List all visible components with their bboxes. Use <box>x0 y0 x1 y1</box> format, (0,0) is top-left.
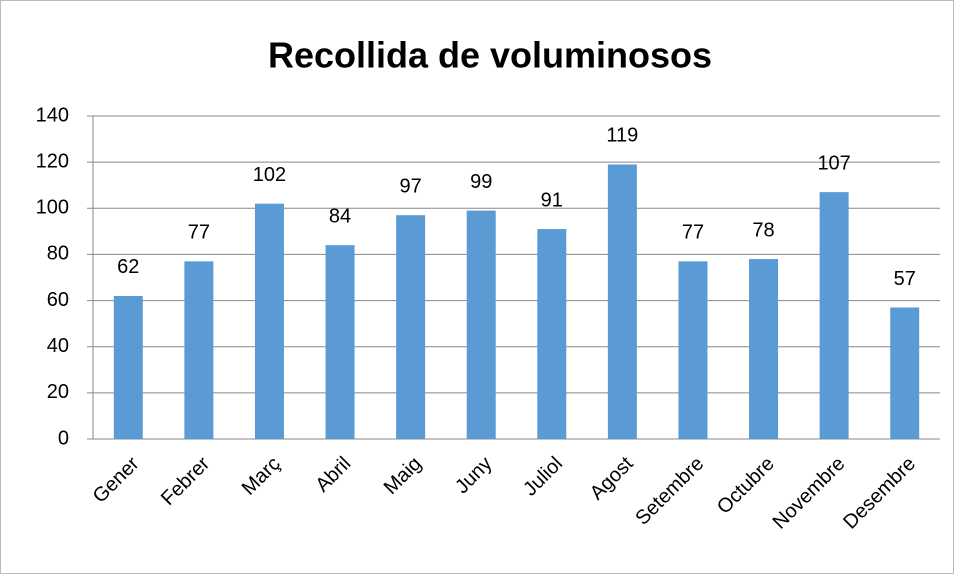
y-tick-label: 40 <box>47 335 69 357</box>
bar <box>466 210 496 439</box>
data-label: 97 <box>400 175 422 197</box>
chart-title: Recollida de voluminosos <box>268 35 712 76</box>
bar <box>607 164 637 439</box>
y-tick-label: 120 <box>36 150 69 172</box>
data-label: 77 <box>188 222 210 244</box>
bar <box>678 261 708 439</box>
data-label: 102 <box>253 164 286 186</box>
data-label: 107 <box>817 152 850 174</box>
bar <box>325 245 355 439</box>
y-tick-label: 100 <box>36 197 69 219</box>
bar <box>819 192 849 439</box>
data-label: 99 <box>470 171 492 193</box>
bar <box>113 295 143 439</box>
y-tick-label: 0 <box>58 427 69 449</box>
y-tick-label: 80 <box>47 243 69 265</box>
bar <box>254 203 284 439</box>
y-tick-label: 140 <box>36 104 69 126</box>
data-label: 77 <box>682 222 704 244</box>
bar <box>890 307 920 439</box>
data-label: 57 <box>894 268 916 290</box>
y-tick-label: 60 <box>47 289 69 311</box>
y-tick-label: 20 <box>47 381 69 403</box>
data-label: 78 <box>752 219 774 241</box>
bar <box>184 261 214 439</box>
data-label: 84 <box>329 205 351 227</box>
bar <box>396 215 426 439</box>
data-label: 62 <box>117 256 139 278</box>
data-label: 119 <box>606 125 638 147</box>
bar <box>749 259 779 439</box>
bar <box>537 229 567 439</box>
data-label: 91 <box>541 189 563 211</box>
